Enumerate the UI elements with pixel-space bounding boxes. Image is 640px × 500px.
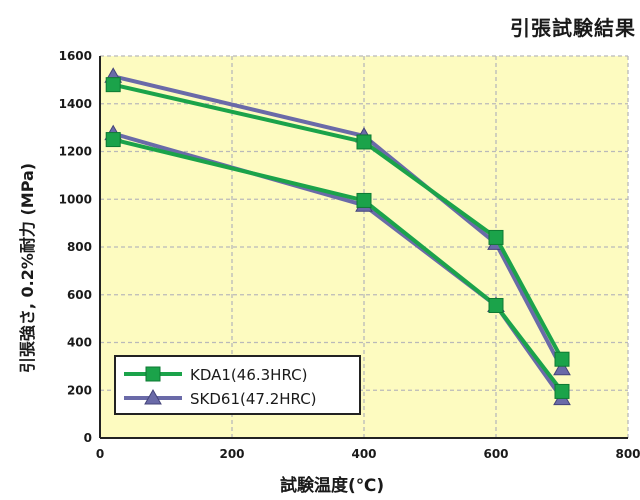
- x-tick-label: 0: [96, 447, 104, 461]
- data-point-square: [145, 366, 161, 382]
- x-tick-label: 800: [615, 447, 640, 461]
- y-axis-label: 引張強さ, 0.2%耐力 (MPa): [18, 162, 37, 374]
- data-point-square: [554, 351, 570, 367]
- data-point-square: [105, 132, 121, 148]
- axes: [99, 56, 628, 439]
- data-point-square: [356, 192, 372, 208]
- series-line: [112, 137, 564, 393]
- data-point-triangle: [553, 359, 571, 376]
- data-point-triangle: [144, 388, 162, 405]
- series-layer: [104, 67, 571, 406]
- legend-label: SKD61(47.2HRC): [190, 390, 317, 408]
- legend-label: KDA1(46.3HRC): [190, 366, 307, 384]
- y-tick-label: 800: [67, 240, 92, 254]
- data-point-square: [488, 229, 504, 245]
- y-tick-label: 1400: [59, 97, 92, 111]
- x-axis-label: 試験温度(℃): [280, 476, 385, 496]
- y-tick-label: 1200: [59, 145, 92, 159]
- data-point-square: [554, 383, 570, 399]
- y-tick-label: 400: [67, 336, 92, 350]
- x-tick-label: 200: [219, 447, 244, 461]
- legend: KDA1(46.3HRC) SKD61(47.2HRC): [114, 355, 361, 415]
- x-tick-label: 400: [351, 447, 376, 461]
- series-line: [112, 82, 564, 361]
- y-tick-label: 1600: [59, 49, 92, 63]
- y-tick-label: 200: [67, 383, 92, 397]
- data-point-square: [356, 134, 372, 150]
- data-point-square: [488, 297, 504, 313]
- y-tick-label: 0: [84, 431, 92, 445]
- chart-title: 引張試験結果: [510, 16, 636, 40]
- y-tick-label: 600: [67, 288, 92, 302]
- data-point-square: [105, 77, 121, 93]
- tick-labels: 0 200 400 600 800 1000 1200 1400 1600 0 200 400 600 8…: [59, 49, 640, 461]
- y-tick-label: 1000: [59, 192, 92, 206]
- x-tick-label: 600: [483, 447, 508, 461]
